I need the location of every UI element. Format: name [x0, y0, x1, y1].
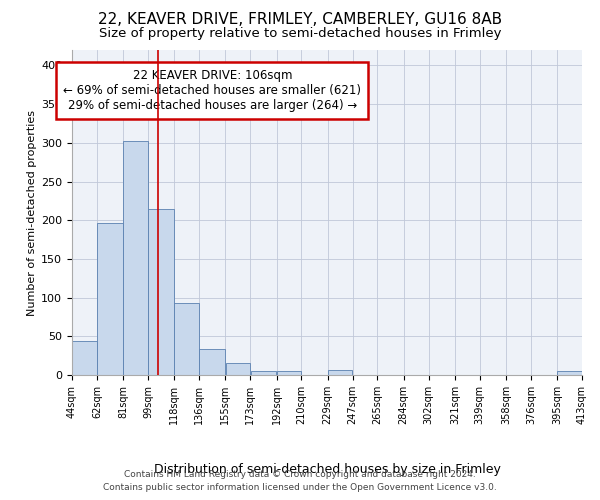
- Text: 22 KEAVER DRIVE: 106sqm
← 69% of semi-detached houses are smaller (621)
29% of s: 22 KEAVER DRIVE: 106sqm ← 69% of semi-de…: [63, 70, 361, 112]
- Bar: [557, 371, 582, 375]
- Text: Size of property relative to semi-detached houses in Frimley: Size of property relative to semi-detach…: [99, 28, 501, 40]
- Text: 22, KEAVER DRIVE, FRIMLEY, CAMBERLEY, GU16 8AB: 22, KEAVER DRIVE, FRIMLEY, CAMBERLEY, GU…: [98, 12, 502, 28]
- Bar: [328, 370, 352, 375]
- Bar: [175, 303, 199, 375]
- Bar: [199, 350, 225, 375]
- Bar: [72, 341, 97, 375]
- Bar: [124, 140, 148, 375]
- Bar: [251, 371, 277, 375]
- Bar: [97, 224, 123, 375]
- Y-axis label: Number of semi-detached properties: Number of semi-detached properties: [27, 110, 37, 316]
- Bar: [277, 371, 301, 375]
- Bar: [226, 364, 250, 375]
- Bar: [148, 208, 174, 375]
- Text: Contains HM Land Registry data © Crown copyright and database right 2024.
Contai: Contains HM Land Registry data © Crown c…: [103, 470, 497, 492]
- X-axis label: Distribution of semi-detached houses by size in Frimley: Distribution of semi-detached houses by …: [154, 463, 500, 476]
